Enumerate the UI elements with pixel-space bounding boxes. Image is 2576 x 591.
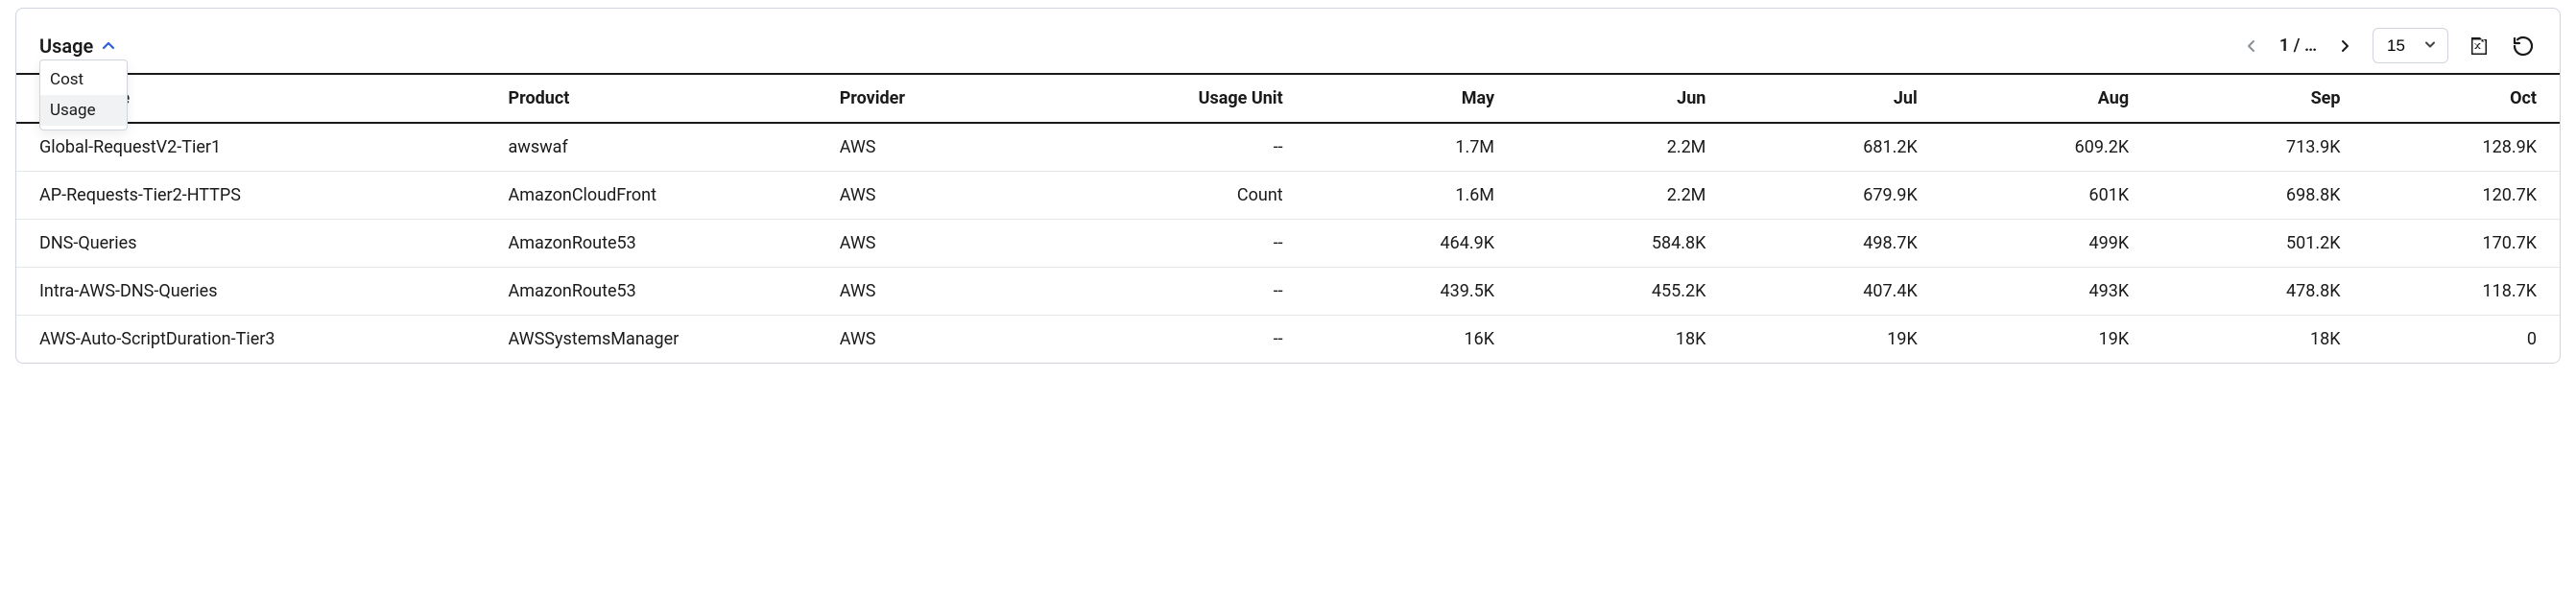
cell-jul: 681.2K xyxy=(1713,123,1924,172)
cell-provider: AWS xyxy=(832,316,1036,364)
cell-unit: -- xyxy=(1036,220,1291,268)
col-aug[interactable]: Aug xyxy=(1925,74,2136,123)
cell-usage-type: DNS-Queries xyxy=(16,220,501,268)
cell-product: AmazonRoute53 xyxy=(501,268,832,316)
cell-jul: 498.7K xyxy=(1713,220,1924,268)
col-product[interactable]: Product xyxy=(501,74,832,123)
cell-usage-type: AP-Requests-Tier2-HTTPS xyxy=(16,172,501,220)
cell-may: 1.7M xyxy=(1291,123,1502,172)
pager-next[interactable] xyxy=(2334,35,2355,57)
cell-jul: 679.9K xyxy=(1713,172,1924,220)
cell-sep: 501.2K xyxy=(2136,220,2348,268)
cell-oct: 128.9K xyxy=(2349,123,2560,172)
cell-may: 464.9K xyxy=(1291,220,1502,268)
cell-jun: 455.2K xyxy=(1502,268,1713,316)
cell-may: 439.5K xyxy=(1291,268,1502,316)
col-may[interactable]: May xyxy=(1291,74,1502,123)
col-usage-unit[interactable]: Usage Unit xyxy=(1036,74,1291,123)
pager-label: 1 / … xyxy=(2279,35,2317,56)
cell-provider: AWS xyxy=(832,123,1036,172)
cell-unit: Count xyxy=(1036,172,1291,220)
chevron-up-icon xyxy=(101,38,116,54)
cell-usage-type: Intra-AWS-DNS-Queries xyxy=(16,268,501,316)
cell-aug: 609.2K xyxy=(1925,123,2136,172)
cell-aug: 601K xyxy=(1925,172,2136,220)
page-size-select-wrap: 15 xyxy=(2373,28,2448,63)
view-toggle-label: Usage xyxy=(39,35,93,58)
view-toggle[interactable]: Usage Cost Usage xyxy=(39,35,116,58)
view-dropdown-item-cost[interactable]: Cost xyxy=(40,64,127,95)
cell-jun: 18K xyxy=(1502,316,1713,364)
panel-header: Usage Cost Usage 1 / … 15 xyxy=(16,9,2560,73)
usage-panel: Usage Cost Usage 1 / … 15 xyxy=(15,8,2561,364)
page-size-select[interactable]: 15 xyxy=(2373,28,2448,63)
cell-sep: 698.8K xyxy=(2136,172,2348,220)
cell-aug: 19K xyxy=(1925,316,2136,364)
cell-oct: 118.7K xyxy=(2349,268,2560,316)
col-sep[interactable]: Sep xyxy=(2136,74,2348,123)
header-controls: 1 / … 15 xyxy=(2241,28,2537,63)
cell-provider: AWS xyxy=(832,220,1036,268)
cell-oct: 120.7K xyxy=(2349,172,2560,220)
cell-jul: 407.4K xyxy=(1713,268,1924,316)
view-dropdown: Cost Usage xyxy=(39,59,128,130)
table-row: Intra-AWS-DNS-Queries AmazonRoute53 AWS … xyxy=(16,268,2560,316)
table-header-row: Usage Type Product Provider Usage Unit M… xyxy=(16,74,2560,123)
col-provider[interactable]: Provider xyxy=(832,74,1036,123)
view-dropdown-item-usage[interactable]: Usage xyxy=(40,95,127,126)
pager-prev[interactable] xyxy=(2241,35,2262,57)
cell-jul: 19K xyxy=(1713,316,1924,364)
cell-aug: 493K xyxy=(1925,268,2136,316)
cell-oct: 170.7K xyxy=(2349,220,2560,268)
cell-usage-type: Global-RequestV2-Tier1 xyxy=(16,123,501,172)
cell-unit: -- xyxy=(1036,123,1291,172)
table-row: Global-RequestV2-Tier1 awswaf AWS -- 1.7… xyxy=(16,123,2560,172)
cell-may: 1.6M xyxy=(1291,172,1502,220)
table-row: AWS-Auto-ScriptDuration-Tier3 AWSSystems… xyxy=(16,316,2560,364)
col-oct[interactable]: Oct xyxy=(2349,74,2560,123)
refresh-button[interactable] xyxy=(2510,33,2537,59)
cell-jun: 2.2M xyxy=(1502,123,1713,172)
cell-aug: 499K xyxy=(1925,220,2136,268)
table-row: AP-Requests-Tier2-HTTPS AmazonCloudFront… xyxy=(16,172,2560,220)
cell-product: awswaf xyxy=(501,123,832,172)
cell-sep: 713.9K xyxy=(2136,123,2348,172)
cell-jun: 2.2M xyxy=(1502,172,1713,220)
cell-may: 16K xyxy=(1291,316,1502,364)
cell-unit: -- xyxy=(1036,316,1291,364)
cell-jun: 584.8K xyxy=(1502,220,1713,268)
cell-oct: 0 xyxy=(2349,316,2560,364)
col-jun[interactable]: Jun xyxy=(1502,74,1713,123)
cell-product: AmazonRoute53 xyxy=(501,220,832,268)
usage-table: Usage Type Product Provider Usage Unit M… xyxy=(16,73,2560,363)
cell-unit: -- xyxy=(1036,268,1291,316)
cell-sep: 18K xyxy=(2136,316,2348,364)
export-excel-button[interactable] xyxy=(2466,33,2493,59)
cell-provider: AWS xyxy=(832,172,1036,220)
col-jul[interactable]: Jul xyxy=(1713,74,1924,123)
cell-product: AWSSystemsManager xyxy=(501,316,832,364)
pager: 1 / … xyxy=(2241,35,2355,57)
cell-product: AmazonCloudFront xyxy=(501,172,832,220)
cell-provider: AWS xyxy=(832,268,1036,316)
cell-sep: 478.8K xyxy=(2136,268,2348,316)
cell-usage-type: AWS-Auto-ScriptDuration-Tier3 xyxy=(16,316,501,364)
table-row: DNS-Queries AmazonRoute53 AWS -- 464.9K … xyxy=(16,220,2560,268)
